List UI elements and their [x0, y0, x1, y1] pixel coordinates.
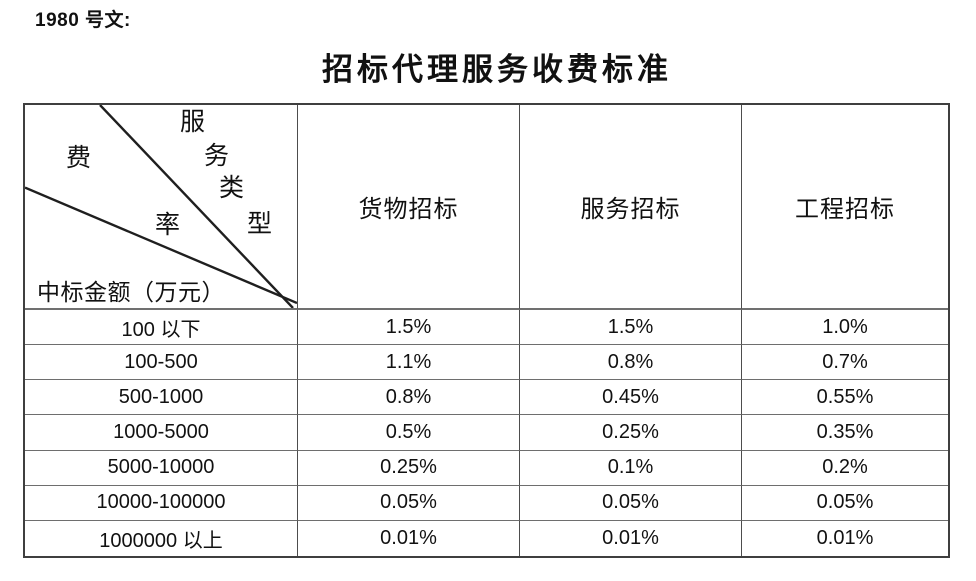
- corner-service-type-char: 型: [246, 211, 272, 238]
- column-header-engineering: 工程招标: [742, 105, 948, 310]
- corner-rate-char: 费: [65, 145, 91, 172]
- row-label: 5000-10000: [25, 450, 298, 486]
- fee-cell: 0.1%: [520, 450, 742, 486]
- row-label: 100 以下: [25, 310, 298, 346]
- row-label: 1000-5000: [25, 415, 298, 451]
- row-label: 1000000 以上: [25, 520, 298, 556]
- column-header-goods: 货物招标: [298, 105, 520, 310]
- row-label: 500-1000: [25, 380, 298, 416]
- fee-cell: 0.05%: [298, 485, 520, 521]
- diagonal-divider-lines: [25, 105, 297, 308]
- row-label: 10000-100000: [25, 485, 298, 521]
- corner-rate-char: 率: [154, 212, 180, 239]
- row-label: 100-500: [25, 345, 298, 381]
- fee-cell: 0.8%: [298, 380, 520, 416]
- fee-cell: 0.01%: [298, 520, 520, 556]
- corner-service-type-char: 务: [203, 143, 229, 170]
- fee-cell: 0.01%: [520, 520, 742, 556]
- fee-cell: 0.5%: [298, 415, 520, 451]
- page-title: 招标代理服务收费标准: [322, 52, 672, 87]
- fee-cell: 1.0%: [742, 310, 948, 346]
- fee-cell: 0.45%: [520, 380, 742, 416]
- doc-number: 1980 号文:: [35, 10, 131, 31]
- fee-cell: 0.55%: [742, 380, 948, 416]
- row-axis-label: 中标金额（万元）: [37, 280, 225, 305]
- fee-cell: 0.35%: [742, 415, 948, 451]
- fee-cell: 1.5%: [520, 310, 742, 346]
- fee-cell: 0.8%: [520, 345, 742, 381]
- fee-cell: 1.1%: [298, 345, 520, 381]
- fee-cell: 0.25%: [520, 415, 742, 451]
- fee-cell: 0.2%: [742, 451, 948, 486]
- fee-cell: 0.05%: [520, 485, 742, 521]
- fee-cell: 0.05%: [742, 486, 948, 521]
- corner-service-type-char: 类: [218, 175, 244, 202]
- fee-cell: 0.25%: [298, 450, 520, 486]
- fee-cell: 0.7%: [742, 345, 948, 381]
- corner-service-type-char: 服: [179, 109, 205, 136]
- fee-cell: 0.01%: [816, 526, 874, 549]
- corner-header-cell: 服 务 类 型 费 率 中标金额（万元）: [25, 105, 298, 310]
- column-header-services: 服务招标: [520, 105, 742, 310]
- fee-standard-table: 服 务 类 型 费 率 中标金额（万元） 货物招标 服务招标 工程招标 100 …: [23, 103, 950, 558]
- fee-cell: 1.5%: [298, 310, 520, 346]
